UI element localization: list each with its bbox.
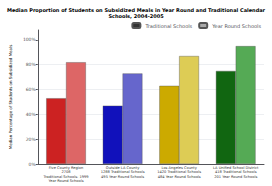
svg-text:0%: 0% xyxy=(29,162,37,167)
svg-text:Los Angeles County: Los Angeles County xyxy=(161,166,197,171)
svg-text:Traditional Schools: Traditional Schools xyxy=(144,23,192,29)
svg-text:418 Traditional Schools: 418 Traditional Schools xyxy=(214,170,257,175)
svg-text:Year Round Schools: Year Round Schools xyxy=(211,23,261,29)
svg-text:1420 Traditional Schools: 1420 Traditional Schools xyxy=(157,170,202,175)
svg-text:201 Year Round Schools: 201 Year Round Schools xyxy=(214,175,257,179)
svg-text:LA Unified School District: LA Unified School District xyxy=(213,166,259,171)
svg-text:Median Proportion of Students: Median Proportion of Students on Subsidi… xyxy=(6,7,266,13)
svg-text:20%: 20% xyxy=(26,137,37,142)
svg-text:60%: 60% xyxy=(26,87,37,92)
svg-text:Outside LA County: Outside LA County xyxy=(105,166,140,171)
svg-text:80%: 80% xyxy=(26,62,37,67)
svg-text:Year Round Schools: Year Round Schools xyxy=(49,179,84,183)
svg-text:484 Year Round Schools: 484 Year Round Schools xyxy=(158,175,201,179)
svg-text:1288 Traditional Schools: 1288 Traditional Schools xyxy=(100,170,145,175)
svg-text:495 Year Round Schools: 495 Year Round Schools xyxy=(101,175,144,179)
svg-text:100%: 100% xyxy=(23,37,37,42)
svg-text:40%: 40% xyxy=(26,112,37,117)
svg-text:Traditional Schools: 1999: Traditional Schools: 1999 xyxy=(43,174,89,179)
svg-text:Five County Region: Five County Region xyxy=(48,166,84,171)
svg-text:Schools, 2004-2005: Schools, 2004-2005 xyxy=(108,13,164,19)
svg-text:Median Percentage of Students: Median Percentage of Students on Subsidi… xyxy=(8,45,13,149)
svg-text:2708: 2708 xyxy=(61,170,71,175)
